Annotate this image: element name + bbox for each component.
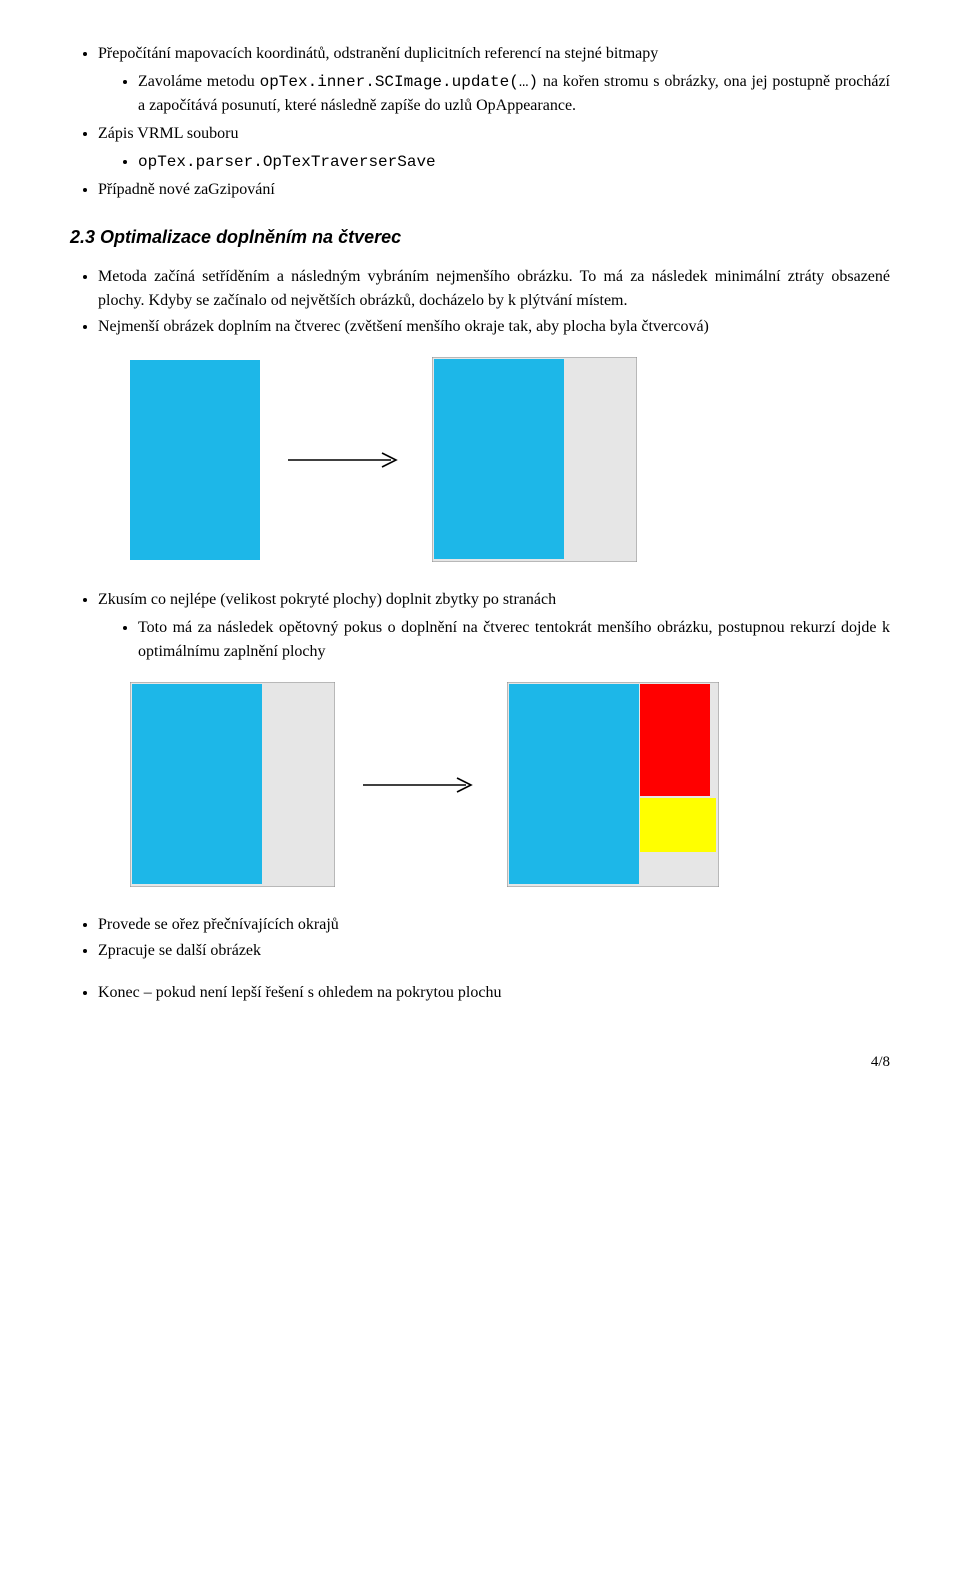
list-item: Zkusím co nejlépe (velikost pokryté ploc…: [98, 588, 890, 664]
list-item: Konec – pokud není lepší řešení s ohlede…: [98, 981, 890, 1005]
list-item: Zpracuje se další obrázek: [98, 939, 890, 963]
diagram-2-left: [130, 682, 335, 887]
list-item: Nejmenší obrázek doplním na čtverec (zvě…: [98, 315, 890, 339]
code: opTex.inner.SCImage.update(…): [260, 73, 538, 91]
sublist: opTex.parser.OpTexTraverserSave: [98, 150, 890, 174]
fill-list: Zkusím co nejlépe (velikost pokryté ploc…: [70, 588, 890, 664]
list-item: Zápis VRML souboru opTex.parser.OpTexTra…: [98, 122, 890, 174]
text: Přepočítání mapovacích koordinátů, odstr…: [98, 45, 658, 62]
top-list: Přepočítání mapovacích koordinátů, odstr…: [70, 42, 890, 202]
text: Konec – pokud není lepší řešení s ohlede…: [98, 984, 501, 1001]
sublist: Zavoláme metodu opTex.inner.SCImage.upda…: [98, 70, 890, 118]
text: Zpracuje se další obrázek: [98, 942, 261, 959]
text: Případně nové zaGzipování: [98, 181, 275, 198]
sublist: Toto má za následek opětovný pokus o dop…: [98, 616, 890, 664]
text: Zavoláme metodu: [138, 73, 260, 90]
diagram-1-right: [432, 357, 637, 562]
diagram-2-right: [507, 682, 719, 887]
list-item: Přepočítání mapovacích koordinátů, odstr…: [98, 42, 890, 118]
list-item: opTex.parser.OpTexTraverserSave: [138, 150, 890, 174]
text: Toto má za následek opětovný pokus o dop…: [138, 619, 890, 660]
text: Metoda začíná setříděním a následným vyb…: [98, 268, 890, 309]
text: Nejmenší obrázek doplním na čtverec (zvě…: [98, 318, 709, 335]
arrow-icon: [260, 445, 432, 475]
text: Zápis VRML souboru: [98, 125, 238, 142]
list-item: Případně nové zaGzipování: [98, 178, 890, 202]
section-heading: 2.3 Optimalizace doplněním na čtverec: [70, 224, 890, 251]
diagram-1-left: [130, 360, 260, 560]
list-item: Provede se ořez přečnívajících okrajů: [98, 913, 890, 937]
list-item: Metoda začíná setříděním a následným vyb…: [98, 265, 890, 313]
end-list-2: Konec – pokud není lepší řešení s ohlede…: [70, 981, 890, 1005]
mid-list: Metoda začíná setříděním a následným vyb…: [70, 265, 890, 339]
list-item: Zavoláme metodu opTex.inner.SCImage.upda…: [138, 70, 890, 118]
code: opTex.parser.OpTexTraverserSave: [138, 153, 436, 171]
page-number: 4/8: [70, 1051, 890, 1074]
text: Provede se ořez přečnívajících okrajů: [98, 916, 339, 933]
diagram-1: [130, 357, 890, 562]
end-list: Provede se ořez přečnívajících okrajů Zp…: [70, 913, 890, 963]
diagram-2: [130, 682, 890, 887]
list-item: Toto má za následek opětovný pokus o dop…: [138, 616, 890, 664]
arrow-icon: [335, 770, 507, 800]
text: Zkusím co nejlépe (velikost pokryté ploc…: [98, 591, 556, 608]
